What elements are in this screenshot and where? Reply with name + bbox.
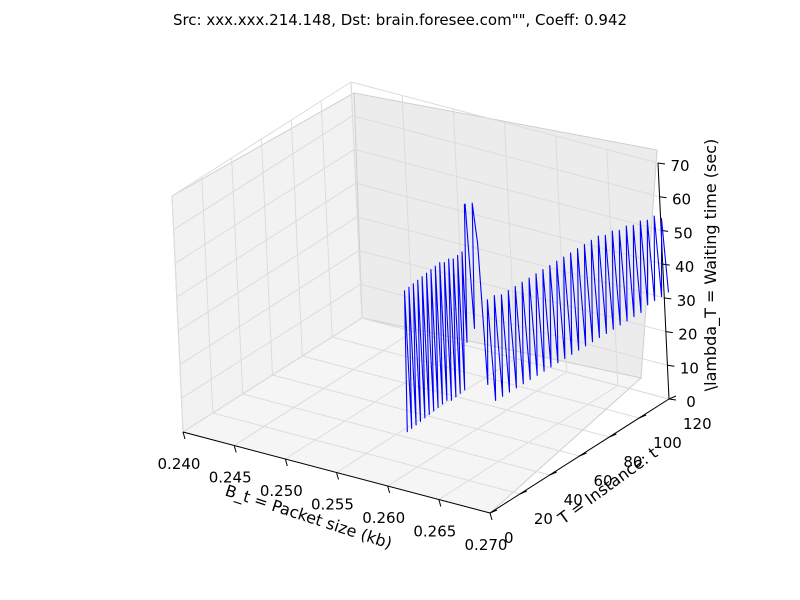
- y-gridline: [290, 119, 303, 357]
- y-tick-label: 60: [594, 472, 613, 490]
- z-tick-label: 10: [680, 359, 699, 377]
- tick-labels: 0.2400.2450.2500.2550.2600.2650.27002040…: [158, 157, 712, 554]
- z-tick-label: 20: [678, 326, 697, 344]
- tick-marks: [182, 162, 677, 521]
- y-gridline: [272, 374, 580, 457]
- z-gridline: [173, 115, 353, 231]
- axes-panes: [171, 92, 658, 514]
- z-gridline: [355, 182, 663, 265]
- z-gridline: [361, 317, 670, 400]
- z-tick-label: 40: [675, 258, 694, 276]
- x-tick-label: 0.255: [311, 496, 354, 514]
- z-gridline: [171, 81, 352, 197]
- z-gridline: [176, 182, 356, 298]
- gridlines: [171, 81, 670, 514]
- x-tick-mark: [387, 485, 391, 494]
- y-tick-mark: [519, 490, 528, 495]
- x-tick-mark: [336, 472, 339, 480]
- x-tick-mark: [438, 499, 442, 507]
- y-gridline: [320, 100, 333, 338]
- z-tick-label: 70: [670, 157, 689, 175]
- y-tick-label: 20: [534, 510, 553, 528]
- z-tick-mark: [664, 297, 672, 300]
- y-gridline: [171, 195, 184, 433]
- y-gridline: [212, 412, 520, 495]
- x-gridline: [401, 95, 414, 332]
- y-tick-mark: [489, 509, 498, 514]
- y-tick-label: 80: [623, 453, 642, 471]
- y-tick-label: 120: [683, 415, 712, 433]
- y-tick-label: 0: [504, 529, 514, 547]
- x-tick-mark: [182, 431, 186, 440]
- y-tick-label: 100: [653, 434, 682, 452]
- y-gridline: [350, 81, 363, 319]
- z-axis-line: [657, 162, 670, 400]
- x-tick-mark: [489, 512, 493, 521]
- y-gridline: [242, 393, 550, 476]
- z-gridline: [360, 283, 668, 366]
- y-gridline: [332, 336, 640, 419]
- z-tick-label: 50: [674, 224, 693, 242]
- x-tick-label: 0.245: [209, 469, 252, 487]
- z-gridline: [179, 250, 360, 365]
- x-tick-mark: [233, 445, 237, 453]
- z-tick-mark: [665, 331, 673, 334]
- y-tick-mark: [549, 471, 557, 476]
- z-gridline: [350, 81, 659, 164]
- x-tick-label: 0.270: [465, 536, 508, 554]
- y-gridline: [231, 157, 244, 395]
- x-tick-label: 0.250: [260, 482, 303, 500]
- z-tick-mark: [667, 364, 675, 367]
- y-axis-label: T = Instance: t: [554, 443, 662, 528]
- x-tick-label: 0.240: [158, 455, 201, 473]
- z-tick-mark: [659, 196, 667, 199]
- z-axis-label: \lambda_T = Waiting time (sec): [701, 139, 721, 392]
- z-tick-label: 60: [672, 191, 691, 209]
- z-tick-mark: [657, 162, 666, 165]
- z-gridline: [174, 149, 355, 264]
- y-tick-mark: [609, 433, 617, 438]
- y-tick-mark: [579, 452, 587, 457]
- z-gridline: [352, 115, 660, 198]
- series-line: [403, 202, 670, 433]
- z-tick-mark: [668, 398, 677, 401]
- z-tick-label: 0: [686, 393, 696, 411]
- y-gridline: [261, 138, 273, 376]
- y-tick-mark: [638, 414, 647, 419]
- x-tick-mark: [284, 458, 288, 467]
- z-gridline: [358, 250, 666, 333]
- z-gridline: [178, 216, 358, 332]
- z-tick-label: 30: [677, 292, 696, 310]
- y-gridline: [201, 176, 214, 414]
- x-gridline: [452, 108, 465, 346]
- z-gridline: [354, 148, 662, 231]
- z-gridline: [181, 283, 361, 399]
- x-tick-label: 0.265: [413, 523, 456, 541]
- x-gridline: [504, 122, 516, 359]
- z-gridline: [182, 317, 363, 433]
- y-tick-mark: [668, 395, 677, 400]
- y-tick-label: 40: [564, 491, 583, 509]
- x-tick-label: 0.260: [362, 509, 405, 527]
- chart-title: Src: xxx.xxx.214.148, Dst: brain.foresee…: [173, 11, 627, 29]
